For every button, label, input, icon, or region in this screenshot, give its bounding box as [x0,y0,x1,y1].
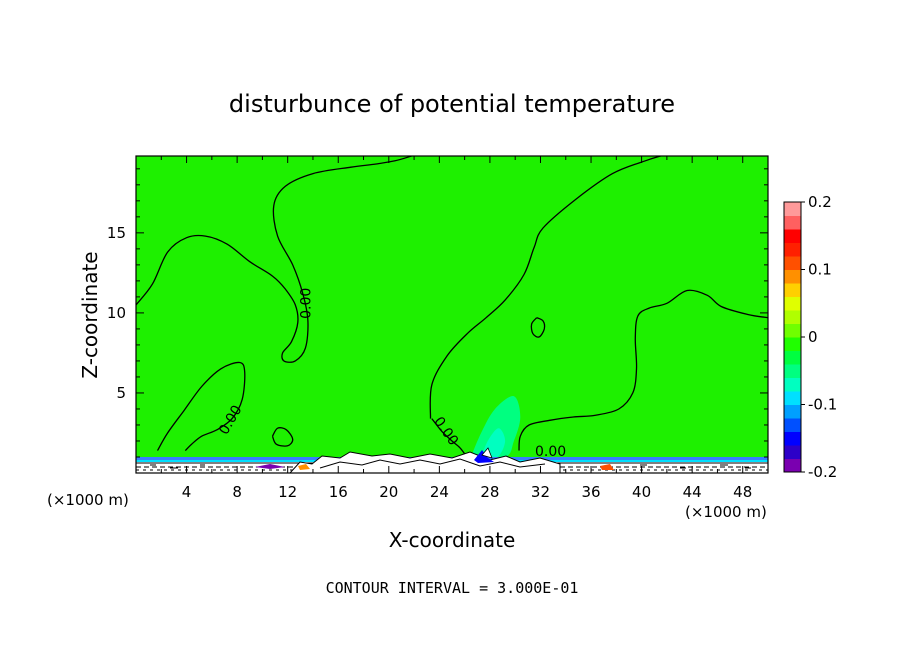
colorbar-segment [784,404,801,419]
plot-area: 0.000.00 0.000.00 [135,155,769,474]
x-axis-unit-left: (×1000 m) [47,491,129,509]
shaded-region-0 [471,396,521,459]
plot-frame [135,155,769,474]
contour-interval-footer: CONTOUR INTERVAL = 3.000E-01 [326,579,579,597]
terrain-mountain-left [289,451,561,473]
y-axis-label: Z-coordinate [78,251,102,378]
chart-title: disturbunce of potential temperature [229,90,675,118]
y-tick-label: 5 [116,384,126,402]
contour-lines [136,156,768,455]
colorbar-segment [784,202,801,216]
x-tick-label: 20 [379,483,398,501]
contour-line-3 [429,156,661,419]
colorbar-tick-label: 0 [808,328,818,346]
x-tick-label: 48 [733,483,752,501]
colorbar-segment [784,215,801,230]
contour-line-6 [431,418,466,455]
y-axis: 5 10 15 [107,168,768,458]
colorbar-segment [784,310,801,324]
colorbar-segment [784,458,801,473]
x-tick-label: 40 [632,483,651,501]
terrain-band [136,447,768,473]
contour-line-1 [156,361,246,452]
x-tick-label: 36 [581,483,600,501]
colorbar-segment [784,445,801,459]
x-tick-label: 8 [232,483,242,501]
colorbar-tick-label: -0.2 [808,463,837,481]
x-tick-label: 16 [329,483,348,501]
x-tick-label: 12 [278,483,297,501]
contour-line-2 [271,427,294,447]
colorbar-segment [784,391,801,405]
contour-label-0: 0.00 [299,288,315,319]
colorbar-segment [784,283,801,297]
colorbar-segment [784,242,801,257]
plot-background [136,156,768,473]
colorbar-segment [784,269,801,284]
colorbar-tick-label: 0.1 [808,261,832,279]
colorbar: 0.2 0.1 0 -0.1 -0.2 [783,193,837,481]
colorbar-segment [784,418,801,432]
colorbar-segment [784,256,801,270]
terrain-white-spike [481,447,493,459]
terrain-orange-patch-right [600,464,614,470]
terrain-small-marks [150,464,751,469]
terrain-orange-patch-left [298,464,310,470]
x-tick-label: 44 [683,483,702,501]
colorbar-tick-label: 0.2 [808,193,832,211]
colorbar-segment [784,377,801,392]
y-tick-label: 15 [107,224,126,242]
contour-label-3: 0.00 [535,444,566,460]
terrain-purple-patch [255,464,285,469]
colorbar-tick-label: -0.1 [808,396,837,414]
colorbar-segment [784,229,801,243]
contour-line-0 [136,156,412,363]
colorbar-segment [784,350,801,365]
terrain-blue-spike [474,450,494,463]
x-tick-label: 28 [480,483,499,501]
colorbar-segment [784,364,801,378]
x-axis: 4 8 12 16 20 24 28 32 36 40 44 48 [160,156,752,501]
terrain-mountain-inner [319,458,546,469]
x-tick-label: 4 [182,483,192,501]
x-tick-label: 24 [430,483,449,501]
colorbar-segment [784,337,801,351]
contour-line-5 [518,289,768,451]
colorbar-segment [784,323,801,338]
contour-line-4 [530,317,546,338]
colorbar-segment [784,296,801,311]
y-tick-label: 10 [107,304,126,322]
colorbar-segment [784,431,801,446]
x-axis-label: X-coordinate [389,528,516,552]
x-tick-label: 32 [531,483,550,501]
x-axis-unit-right: (×1000 m) [685,503,767,521]
